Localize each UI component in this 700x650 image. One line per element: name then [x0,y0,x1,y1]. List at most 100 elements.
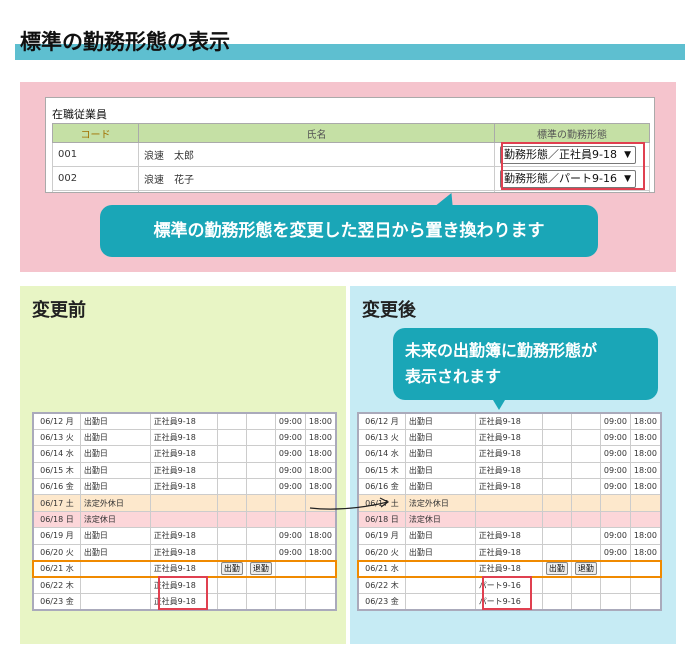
day-type-cell: 出勤日 [404,445,476,463]
pattern-select[interactable]: 勤務形態／パート9-16 ▼ [500,169,636,188]
table-row: 001 浪速 太郎 勤務形態／正社員9-18 ▼ [52,142,650,167]
clock-out-button[interactable]: 退勤 [249,562,272,576]
day-type-cell: 法定外休日 [404,494,476,512]
date-cell: 06/23 金 [32,592,81,611]
clock-in-cell [216,543,247,562]
employee-code: 001 [52,142,139,167]
date-cell: 06/12 月 [357,412,406,430]
day-type-cell: 出勤日 [404,527,476,545]
clock-in-button[interactable]: 出勤 [220,562,243,576]
end-time-cell [629,576,662,594]
clock-in-cell [541,592,572,611]
clock-in-button[interactable]: 出勤 [545,562,568,576]
arrow-icon [309,497,390,510]
table-row: 002 浪速 花子 勤務形態／パート9-16 ▼ [52,166,650,191]
clock-out-cell [245,527,276,545]
clock-out-cell [245,494,276,512]
start-time-cell [599,510,631,529]
end-time-cell: 18:00 [629,527,662,545]
clock-out-cell [570,494,601,512]
start-time-cell: 09:00 [599,478,631,496]
day-type-cell: 出勤日 [79,478,151,496]
employee-name: 浪速 花子 [138,166,495,191]
clock-out-cell [570,412,601,430]
clock-in-cell [541,461,572,480]
callout-line: 表示されます [405,367,502,386]
table-row: 06/15 木出勤日 正社員9-18 09:00 18:00 [357,461,662,480]
end-time-cell: 18:00 [304,412,337,430]
clock-in-cell [216,494,247,512]
clock-in-cell [541,510,572,529]
date-cell: 06/18 日 [32,510,81,529]
pattern-select[interactable]: 勤務形態／正社員9-18 ▼ [500,145,636,164]
chevron-down-icon: ▼ [624,173,631,184]
end-time-cell: 18:00 [629,412,662,430]
clock-out-cell [570,576,601,594]
clock-out-cell [245,461,276,480]
work-pattern-cell: 正社員9-18 [474,478,543,496]
end-time-cell: 18:00 [304,428,337,447]
work-pattern-cell: 正社員9-18 [474,428,543,447]
table-row: 06/23 金パート9-16 [357,592,662,611]
clock-in-cell [541,494,572,512]
clock-out-cell [245,478,276,496]
clock-in-cell [216,428,247,447]
start-time-cell: 09:00 [274,543,306,562]
clock-out-button[interactable]: 退勤 [574,562,597,576]
clock-out-cell [570,461,601,480]
date-cell: 06/20 火 [32,543,81,562]
table-row: 06/12 月出勤日 正社員9-18 09:00 18:00 [32,412,337,430]
date-cell: 06/14 水 [357,445,406,463]
day-type-cell: 出勤日 [79,428,151,447]
clock-out-cell [245,592,276,611]
clock-in-cell [216,461,247,480]
clock-in-cell [216,576,247,594]
start-time-cell: 09:00 [274,428,306,447]
table-row: 06/14 水出勤日 正社員9-18 09:00 18:00 [32,445,337,463]
work-pattern-cell: 正社員9-18 [149,478,218,496]
end-time-cell [629,592,662,611]
day-type-cell: 出勤日 [79,412,151,430]
clock-in-cell [541,478,572,496]
callout-line: 未来の出勤簿に勤務形態が [405,341,598,360]
clock-out-cell [245,445,276,463]
end-time-cell: 18:00 [304,527,337,545]
clock-out-cell [570,543,601,562]
date-cell: 06/22 木 [357,576,406,594]
table-row: 06/12 月出勤日 正社員9-18 09:00 18:00 [357,412,662,430]
work-pattern-cell: 正社員9-18 [474,543,543,562]
date-cell: 06/15 木 [357,461,406,480]
attendance-table-before: 06/12 月出勤日 正社員9-18 09:00 18:00 06/13 火出勤日 正社員… [31,412,337,611]
date-cell: 06/13 火 [357,428,406,447]
col-pattern: 標準の勤務形態 [494,123,650,143]
start-time-cell [274,494,306,512]
start-time-cell: 09:00 [274,527,306,545]
date-cell: 06/22 木 [32,576,81,594]
end-time-cell [304,576,337,594]
clock-out-cell: 退勤 [245,559,276,578]
clock-in-cell [216,592,247,611]
date-cell: 06/21 水 [356,559,406,578]
start-time-cell [599,576,631,594]
start-time-cell [274,559,306,578]
start-time-cell: 09:00 [599,543,631,562]
end-time-cell: 18:00 [629,461,662,480]
table-row: 06/20 火出勤日 正社員9-18 09:00 18:00 [32,543,337,562]
table-row: 06/18 日法定休日 [32,510,337,529]
date-cell: 06/18 日 [357,510,406,529]
employee-list: 在職従業員 コード 氏名 標準の勤務形態 001 浪速 太郎 勤務形態／正社員9… [45,97,655,193]
day-type-cell: 出勤日 [404,461,476,480]
date-cell: 06/16 金 [32,478,81,496]
day-type-cell [404,559,476,578]
page-title: 標準の勤務形態の表示 [20,30,230,54]
start-time-cell: 09:00 [599,527,631,545]
day-type-cell: 出勤日 [79,543,151,562]
clock-out-cell [570,527,601,545]
date-cell: 06/23 金 [357,592,406,611]
end-time-cell: 18:00 [629,543,662,562]
date-cell: 06/15 木 [32,461,81,480]
table-row: 06/20 火出勤日 正社員9-18 09:00 18:00 [357,543,662,562]
table-row: 06/14 水出勤日 正社員9-18 09:00 18:00 [357,445,662,463]
clock-out-cell [570,592,601,611]
end-time-cell [304,592,337,611]
